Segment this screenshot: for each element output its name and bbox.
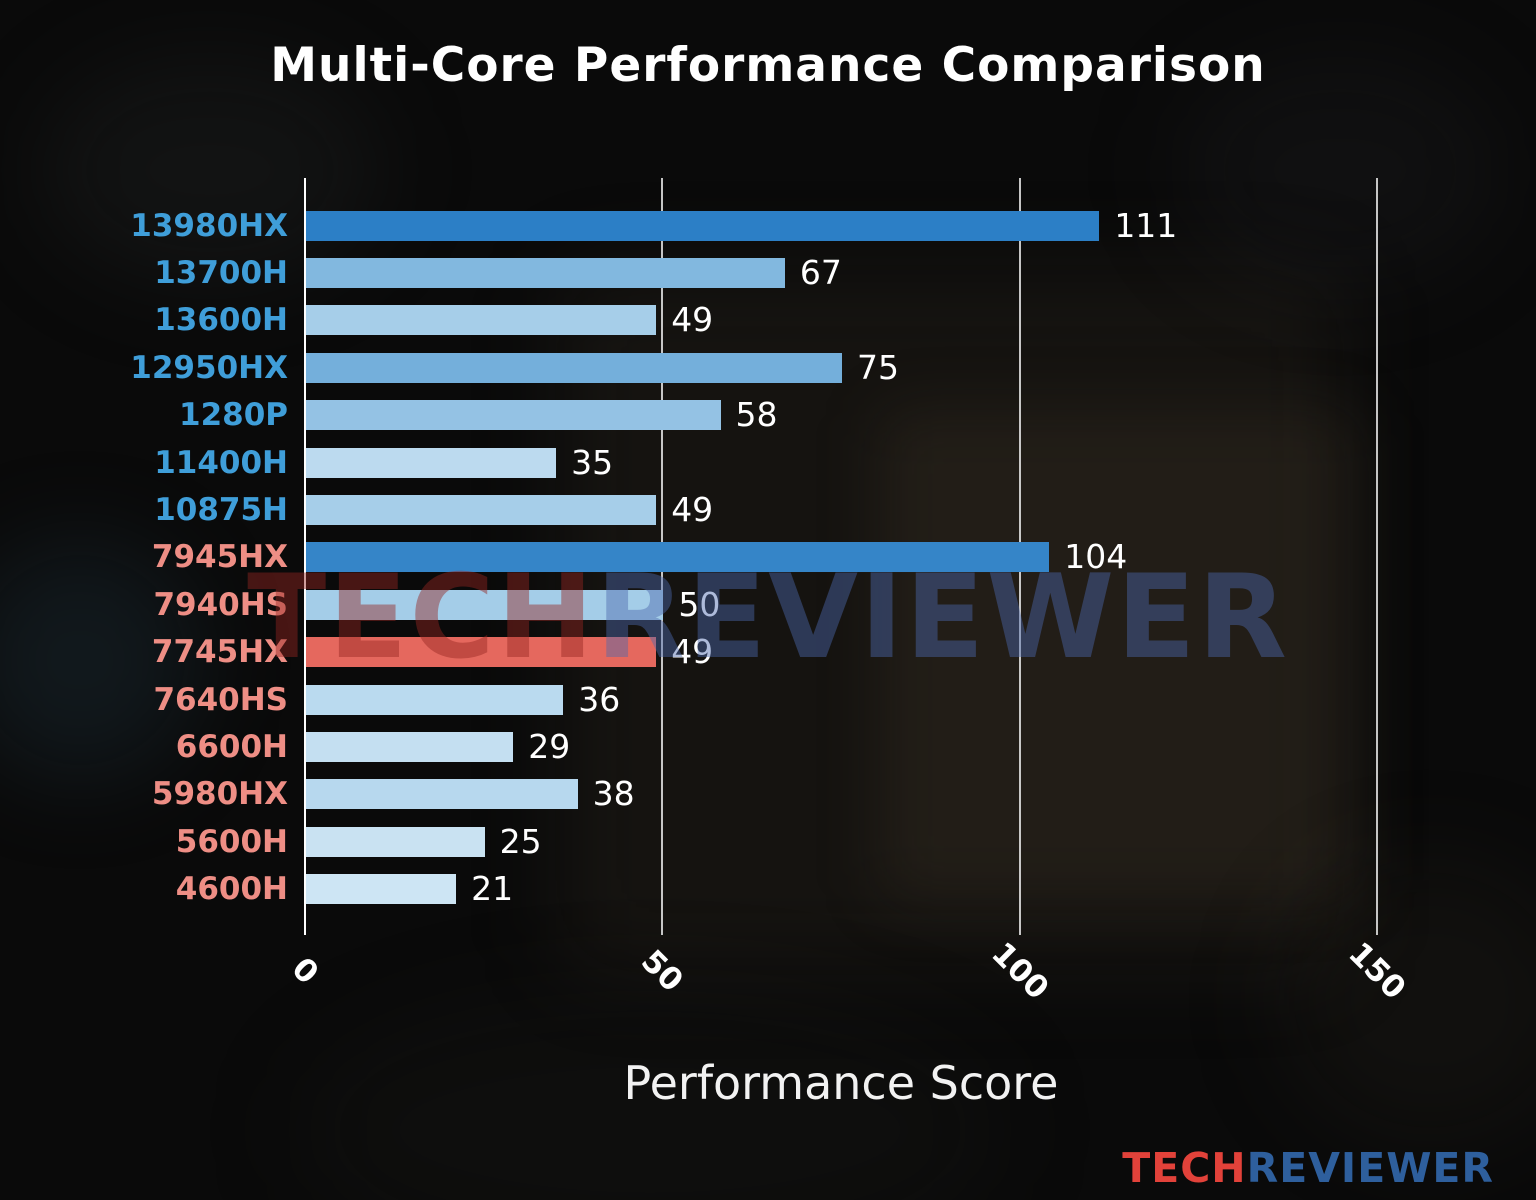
category-label-7745HX: 7745HX: [151, 634, 288, 671]
bar-13980HX: [306, 210, 1100, 241]
value-label-5600H: 25: [499, 821, 542, 861]
bar-7940HS: [306, 589, 664, 620]
category-label-10875H: 10875H: [154, 491, 288, 528]
category-label-4600H: 4600H: [175, 871, 288, 908]
background-cpu-die-shape: [880, 410, 1360, 900]
bar-5600H: [306, 826, 485, 857]
category-label-12950HX: 12950HX: [130, 349, 288, 386]
bar-5980HX: [306, 779, 578, 810]
category-label-7940HS: 7940HS: [153, 586, 288, 623]
category-label-5600H: 5600H: [175, 823, 288, 860]
value-label-13700H: 67: [799, 252, 842, 292]
value-label-13600H: 49: [671, 300, 714, 340]
background-glow: [1180, 60, 1500, 280]
bar-1280P: [306, 400, 721, 431]
category-label-7640HS: 7640HS: [153, 681, 288, 718]
x-axis-label: Performance Score: [623, 1056, 1059, 1110]
chart-title: Multi-Core Performance Comparison: [270, 38, 1266, 93]
value-label-13980HX: 111: [1114, 205, 1178, 245]
category-label-5980HX: 5980HX: [151, 776, 288, 813]
value-label-6600H: 29: [528, 726, 571, 766]
techreviewer-logo: TECHREVIEWER: [1122, 1144, 1494, 1192]
value-label-5980HX: 38: [592, 774, 635, 814]
highlighted-bar-7745HX: [306, 637, 657, 668]
category-label-13700H: 13700H: [154, 254, 288, 291]
x-tick-label: 0: [284, 950, 326, 992]
logo-reviewer: REVIEWER: [1246, 1144, 1494, 1192]
logo-tech: TECH: [1122, 1144, 1247, 1192]
bar-7945HX: [306, 542, 1050, 573]
x-tick-label: 50: [634, 943, 691, 999]
x-tick-label: 100: [984, 935, 1056, 1007]
bar-10875H: [306, 494, 657, 525]
y-axis-line: [304, 178, 306, 935]
value-label-1280P: 58: [735, 395, 778, 435]
bar-7640HS: [306, 684, 564, 715]
value-label-12950HX: 75: [857, 347, 900, 387]
value-label-7940HS: 50: [678, 584, 721, 624]
value-label-7745HX: 49: [671, 632, 714, 672]
value-label-10875H: 49: [671, 489, 714, 529]
category-label-13980HX: 13980HX: [130, 207, 288, 244]
bar-4600H: [306, 874, 457, 905]
bar-6600H: [306, 731, 514, 762]
category-label-6600H: 6600H: [175, 728, 288, 765]
bar-13600H: [306, 305, 657, 336]
bar-12950HX: [306, 352, 843, 383]
value-label-7945HX: 104: [1064, 537, 1128, 577]
category-label-7945HX: 7945HX: [151, 539, 288, 576]
category-label-13600H: 13600H: [154, 302, 288, 339]
value-label-4600H: 21: [471, 869, 514, 909]
background-glow: [1280, 860, 1536, 1140]
value-label-7640HS: 36: [578, 679, 621, 719]
gridline-x-150: [1376, 178, 1379, 935]
value-label-11400H: 35: [571, 442, 614, 482]
category-label-1280P: 1280P: [179, 397, 288, 434]
bar-11400H: [306, 447, 557, 478]
bar-13700H: [306, 257, 785, 288]
category-label-11400H: 11400H: [154, 444, 288, 481]
x-tick-label: 150: [1341, 935, 1413, 1007]
